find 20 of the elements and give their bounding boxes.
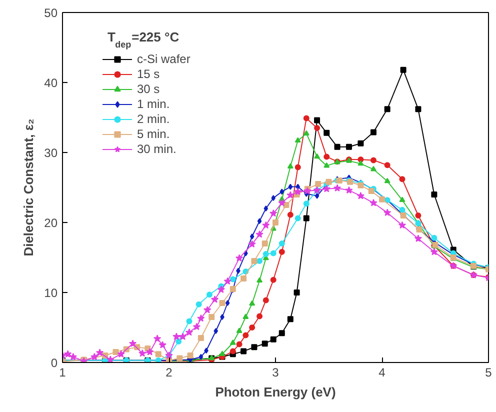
legend-label: c-Si wafer (137, 52, 190, 66)
legend-label: 30 s (137, 82, 160, 96)
legend-label: 30 min. (137, 142, 176, 156)
legend-label: 15 s (137, 67, 160, 81)
x-axis-title: Photon Energy (eV) (215, 384, 336, 400)
x-tick-label: 5 (485, 366, 492, 380)
y-tick-label: 40 (44, 76, 58, 90)
x-tick-label: 3 (272, 366, 280, 380)
y-tick-label: 20 (44, 216, 58, 230)
x-tick-label: 1 (59, 366, 66, 380)
y-tick-label: 50 (44, 6, 58, 20)
y-tick-label: 30 (44, 146, 58, 160)
y-tick-label: 0 (50, 356, 58, 370)
legend-label: 2 min. (137, 112, 170, 126)
x-tick-label: 4 (378, 366, 386, 380)
x-tick-label: 2 (166, 366, 173, 380)
legend-label: 5 min. (137, 127, 170, 141)
legend-label: 1 min. (137, 97, 170, 111)
y-axis-title: Dielectric Constant, ε₂ (21, 118, 36, 256)
y-tick-label: 10 (44, 286, 58, 300)
